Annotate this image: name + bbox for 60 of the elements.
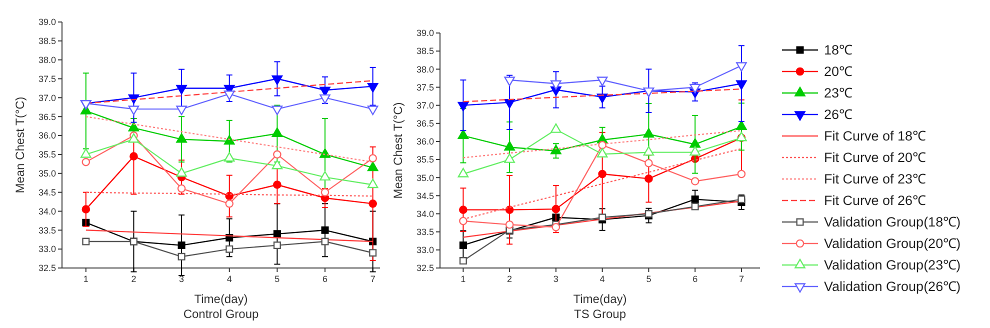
y-tick-label: 33.5 [416,226,434,237]
x-axis-title: Time(day) [194,292,248,306]
y-tick-label: 35.0 [416,172,434,183]
x-tick-label: 1 [83,274,88,284]
x-tick-label: 2 [131,274,136,284]
x-tick-label: 3 [553,274,558,284]
x-tick-label: 4 [226,274,232,284]
y-tick-label: 34.0 [416,208,434,219]
text: TS Group [574,307,626,321]
y-tick-label: 36.5 [416,118,434,129]
x-tick-label: 5 [274,274,280,284]
y-tick-label: 33.5 [38,225,56,236]
y-tick-label: 34.0 [38,206,56,216]
legend-label: 20℃ [824,64,854,80]
y-tick-label: 37.0 [416,100,434,110]
y-tick-label: 33.0 [38,244,56,254]
x-tick-label: 1 [460,274,466,284]
y-tick-label: 34.5 [416,190,434,201]
y-tick-label: 36.0 [38,130,56,141]
x-tick-label: 2 [507,274,512,284]
y-tick-label: 35.0 [38,168,56,179]
y-tick-label: 37.5 [38,74,56,84]
x-tick-label: 6 [322,274,328,284]
legend-label: 18℃ [824,42,854,58]
y-tick-label: 39.0 [38,17,56,28]
x-tick-label: 6 [692,274,698,284]
legend-label: Validation Group(23℃) [824,258,961,273]
y-tick-label: 38.0 [416,64,434,74]
legend-label: Fit Curve of 18℃ [824,128,927,144]
y-tick-label: 37.5 [416,82,434,92]
y-tick-label: 38.0 [38,54,56,65]
legend-label: Fit Curve of 26℃ [824,193,927,208]
legend-label: Validation Group(18℃) [824,214,961,230]
legend-label: Validation Group(20℃) [824,236,961,252]
text: Control Group [183,307,260,321]
y-tick-label: 35.5 [38,150,56,160]
y-tick-label: 39.0 [416,28,434,38]
legend-label: Fit Curve of 23℃ [824,172,927,187]
legend-label: 26℃ [824,107,854,122]
y-axis-title: Mean Chest T(°C) [391,102,405,199]
x-tick-label: 7 [370,274,376,284]
y-tick-label: 37.0 [38,92,56,103]
legend-label: Fit Curve of 20℃ [824,150,927,166]
y-tick-label: 38.5 [416,46,434,56]
x-tick-label: 7 [738,274,744,284]
y-tick-label: 32.5 [416,263,434,274]
y-tick-label: 35.5 [416,154,434,165]
y-tick-label: 33.0 [416,245,434,256]
x-axis-title: Time(day) [573,292,627,306]
y-tick-label: 38.5 [38,36,56,46]
y-tick-label: 34.5 [38,187,56,198]
x-tick-label: 5 [646,274,652,284]
x-tick-label: 3 [179,274,184,284]
y-tick-label: 36.0 [416,136,434,147]
y-tick-label: 32.5 [38,263,56,274]
y-axis-title: Mean Chest T(°C) [13,96,27,194]
x-tick-label: 4 [600,274,605,284]
y-tick-label: 36.5 [38,112,56,122]
legend-label: 23℃ [824,86,854,101]
legend-label: Validation Group(26℃) [824,279,961,294]
